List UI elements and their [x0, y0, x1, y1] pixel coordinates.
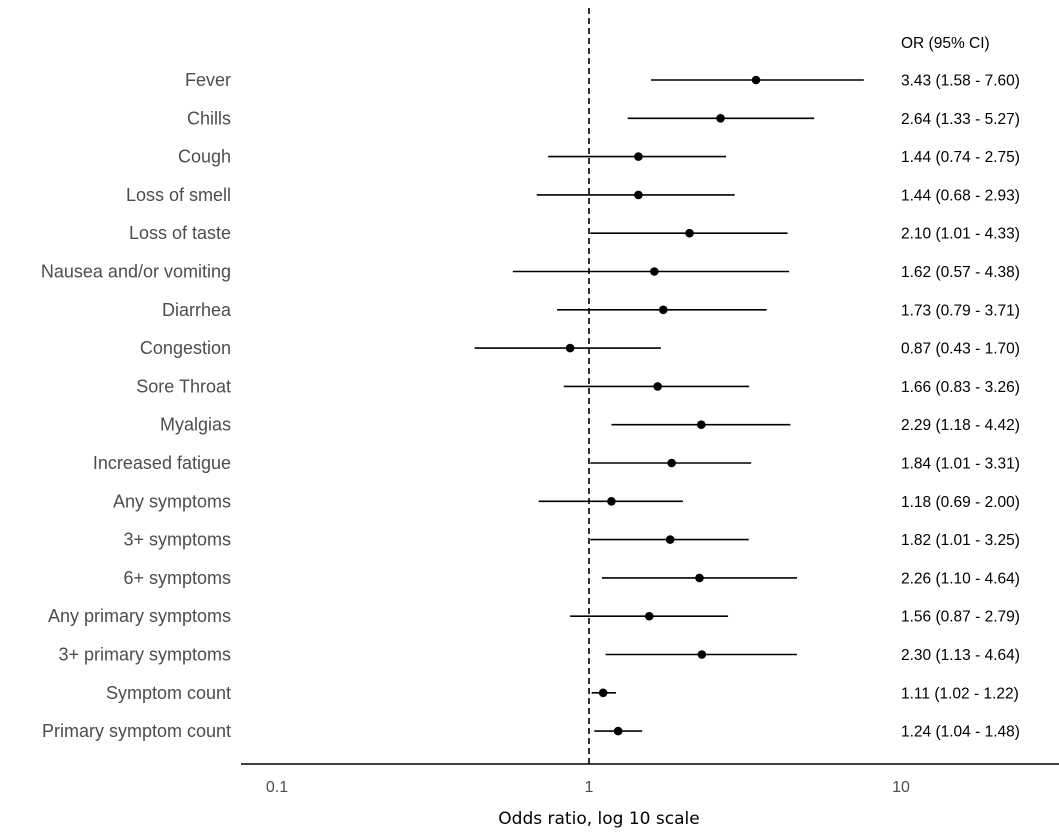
- point-estimate: [685, 228, 694, 238]
- point-estimate: [650, 267, 659, 276]
- point-estimate: [696, 420, 706, 430]
- forest-row: Any symptoms 1.18 (0.69 - 2.00): [113, 491, 1020, 511]
- point-estimate: [634, 190, 643, 200]
- or-ci-text: 1.82 (1.01 - 3.25): [901, 532, 1020, 549]
- x-tick-label: 10: [892, 779, 910, 796]
- forest-row: 3+ primary symptoms 2.30 (1.13 - 4.64): [58, 645, 1019, 665]
- row-label: Any primary symptoms: [48, 606, 231, 626]
- forest-row: Nausea and/or vomiting 1.62 (0.57 - 4.38): [41, 262, 1020, 282]
- or-ci-text: 2.29 (1.18 - 4.42): [901, 417, 1020, 434]
- forest-row: Increased fatigue 1.84 (1.01 - 3.31): [93, 453, 1020, 473]
- or-ci-text: 1.18 (0.69 - 2.00): [901, 494, 1020, 511]
- x-tick-label: 1: [585, 779, 594, 796]
- forest-row: Any primary symptoms 1.56 (0.87 - 2.79): [48, 606, 1020, 626]
- forest-row: 3+ symptoms 1.82 (1.01 - 3.25): [123, 530, 1019, 550]
- x-tick-label: 0.1: [266, 779, 288, 796]
- point-estimate: [695, 573, 704, 583]
- row-label: Congestion: [140, 338, 231, 358]
- row-label: 3+ primary symptoms: [58, 645, 231, 665]
- point-estimate: [644, 611, 654, 621]
- or-ci-text: 2.64 (1.33 - 5.27): [901, 111, 1020, 128]
- point-estimate: [716, 114, 725, 123]
- or-ci-text: 1.73 (0.79 - 3.71): [901, 302, 1020, 319]
- row-label: Any symptoms: [113, 491, 231, 511]
- or-column-header: OR (95% CI): [901, 35, 990, 52]
- forest-row: Cough 1.44 (0.74 - 2.75): [178, 147, 1020, 167]
- row-label: Increased fatigue: [93, 453, 231, 473]
- point-estimate: [613, 726, 623, 736]
- x-axis: 0.1 1 10: [241, 763, 1059, 796]
- point-estimate: [634, 152, 643, 161]
- row-label: Primary symptom count: [42, 721, 231, 741]
- row-label: Sore Throat: [136, 376, 231, 396]
- point-estimate: [751, 75, 761, 85]
- forest-row: Primary symptom count 1.24 (1.04 - 1.48): [42, 721, 1020, 741]
- row-label: Cough: [178, 147, 231, 167]
- row-label: Myalgias: [160, 415, 231, 435]
- forest-row: Sore Throat 1.66 (0.83 - 3.26): [136, 376, 1020, 396]
- or-ci-text: 1.11 (1.02 - 1.22): [901, 685, 1019, 702]
- point-estimate: [667, 458, 676, 468]
- forest-row: 6+ symptoms 2.26 (1.10 - 4.64): [123, 568, 1019, 588]
- or-ci-text: 2.26 (1.10 - 4.64): [901, 570, 1020, 587]
- or-ci-text: 3.43 (1.58 - 7.60): [901, 73, 1020, 90]
- or-ci-text: 1.44 (0.68 - 2.93): [901, 187, 1020, 204]
- or-ci-text: 1.84 (1.01 - 3.31): [901, 456, 1020, 473]
- forest-row: Loss of taste 2.10 (1.01 - 4.33): [129, 223, 1020, 243]
- point-estimate: [653, 382, 662, 391]
- forest-row: Symptom count 1.11 (1.02 - 1.22): [106, 683, 1019, 703]
- row-label: Chills: [187, 108, 231, 128]
- point-estimate: [697, 650, 707, 659]
- point-estimate: [665, 535, 675, 544]
- or-ci-text: 1.62 (0.57 - 4.38): [901, 264, 1020, 281]
- rows-layer: Fever 3.43 (1.58 - 7.60) Chills 2.64 (1.33 …: [41, 70, 1020, 741]
- row-label: Diarrhea: [162, 300, 232, 320]
- row-label: 6+ symptoms: [123, 568, 231, 588]
- or-ci-text: 0.87 (0.43 - 1.70): [901, 341, 1020, 358]
- or-ci-text: 2.30 (1.13 - 4.64): [901, 647, 1020, 664]
- point-estimate: [658, 305, 668, 315]
- or-ci-text: 2.10 (1.01 - 4.33): [901, 226, 1020, 243]
- row-label: 3+ symptoms: [123, 530, 231, 550]
- row-label: Symptom count: [106, 683, 231, 703]
- or-ci-text: 1.66 (0.83 - 3.26): [901, 379, 1020, 396]
- point-estimate: [598, 688, 608, 698]
- row-label: Loss of smell: [126, 185, 231, 205]
- row-label: Fever: [185, 70, 231, 90]
- x-axis-title: Odds ratio, log 10 scale: [498, 809, 699, 829]
- row-label: Loss of taste: [129, 223, 231, 243]
- forest-row: Fever 3.43 (1.58 - 7.60): [185, 70, 1020, 90]
- forest-row: Myalgias 2.29 (1.18 - 4.42): [160, 415, 1020, 435]
- or-ci-text: 1.56 (0.87 - 2.79): [901, 609, 1020, 626]
- forest-row: Loss of smell 1.44 (0.68 - 2.93): [126, 185, 1020, 205]
- forest-row: Diarrhea 1.73 (0.79 - 3.71): [162, 300, 1020, 320]
- forest-row: Chills 2.64 (1.33 - 5.27): [187, 108, 1020, 128]
- or-ci-text: 1.44 (0.74 - 2.75): [901, 149, 1020, 166]
- or-ci-text: 1.24 (1.04 - 1.48): [901, 724, 1020, 741]
- row-label: Nausea and/or vomiting: [41, 262, 231, 282]
- forest-row: Congestion 0.87 (0.43 - 1.70): [140, 338, 1020, 358]
- point-estimate: [607, 497, 616, 506]
- point-estimate: [565, 343, 575, 353]
